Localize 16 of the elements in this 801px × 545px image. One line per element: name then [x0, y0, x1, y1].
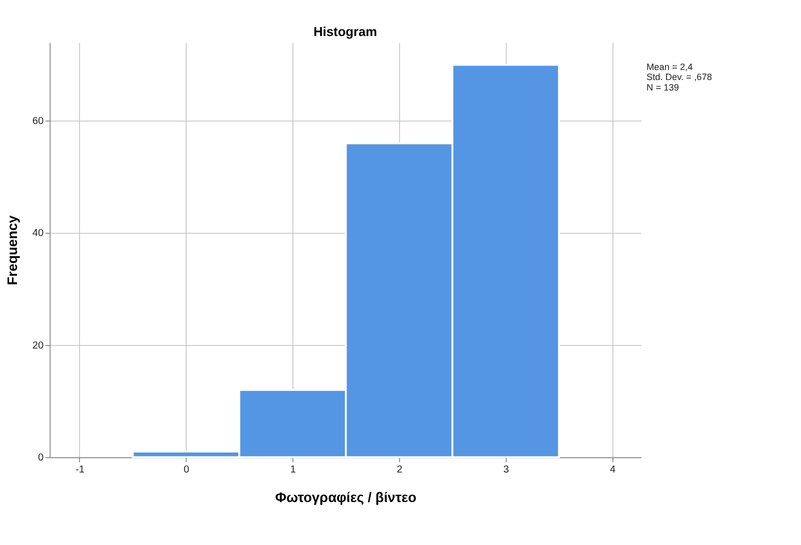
x-tick-label: 0: [184, 464, 190, 476]
x-tick-label: 2: [396, 464, 403, 476]
y-tick-label: 40: [32, 228, 44, 240]
x-tick-label: 3: [503, 464, 510, 476]
text: N = 139: [646, 82, 679, 92]
x-tick-label: 4: [610, 464, 616, 476]
y-tick-label: 20: [32, 340, 44, 352]
x-tick-label: 1: [290, 464, 296, 476]
text: Std. Dev. = ,678: [646, 72, 712, 82]
y-tick-label: 60: [32, 116, 44, 128]
y-axis-title: Frequency: [4, 215, 20, 286]
chart-title: Histogram: [314, 24, 378, 40]
x-axis-title: Φωτογραφίες / βίντεο: [275, 490, 416, 505]
y-tick-label: 0: [38, 452, 44, 464]
text: Mean = 2,4: [646, 62, 693, 72]
x-tick-label: -1: [75, 464, 85, 476]
